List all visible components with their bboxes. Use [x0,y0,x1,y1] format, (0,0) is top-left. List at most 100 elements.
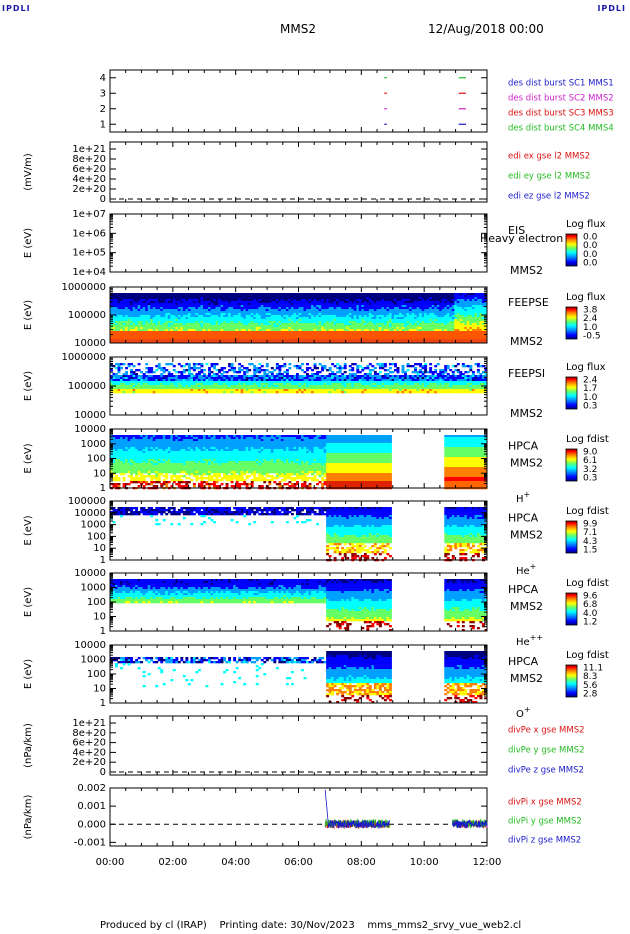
spectrogram-cell [343,311,347,314]
spectrogram-cell [290,383,294,386]
spectrogram-cell [353,383,357,386]
spectrogram-cell [466,295,470,298]
spectrogram-cell [471,333,475,336]
spectrogram-cell [115,389,118,392]
spectrogram-cell [243,305,247,308]
spectrogram-cell [280,391,284,394]
spectrogram-cell [112,325,116,328]
spectrogram-cell [223,297,227,300]
spectrogram-cell [253,325,257,328]
spectrogram-cell [265,317,269,320]
spectrogram-cell [404,341,407,344]
spectrogram-cell [434,337,438,340]
spectrogram-cell [245,303,249,306]
spectrogram-cell [190,387,194,390]
spectrogram-cell [404,339,407,342]
spectrogram-cell [258,299,262,302]
spectrogram-cell [202,313,206,316]
spectrogram-cell [162,327,166,330]
spectrogram-cell [170,311,174,314]
spectrogram-cell [110,323,113,326]
spectrogram-cell [429,295,433,298]
spectrogram-cell [416,313,420,316]
spectrogram-cell [391,299,395,302]
spectrogram-cell [145,377,149,380]
spectrogram-cell [290,321,294,324]
spectrogram-cell [223,315,227,318]
spectrogram-cell [260,377,264,380]
spectrogram-cell [346,293,350,296]
spectrogram-cell [308,381,312,384]
spectrogram-cell [283,319,287,322]
spectrogram-cell [378,331,382,334]
spectrogram-cell [225,371,229,374]
spectrogram-cell [406,323,410,326]
spectrogram-cell [474,325,478,328]
spectrogram-cell [165,311,169,314]
spectrogram-cell [288,301,292,304]
spectrogram-cell [258,385,262,388]
spectrogram-cell [471,299,475,302]
spectrogram-cell [323,333,327,336]
spectrogram-cell [461,315,465,318]
spectrogram-cell [298,315,302,318]
spectrogram-cell [172,321,176,324]
spectrogram-cell [421,335,425,338]
spectrogram-cell [366,313,370,316]
spectrogram-cell [152,383,156,386]
spectrogram-cell [459,321,463,324]
spectrogram-cell [323,375,327,378]
spectrogram-cell [311,303,314,306]
spectrogram-cell [421,315,425,318]
spectrogram-cell [476,317,480,320]
spectrogram-cell [250,383,254,386]
spectrogram-cell [137,293,141,296]
spectrogram-cell [326,391,330,394]
spectrogram-cell [376,341,380,344]
spectrogram-cell [321,331,325,334]
spectrogram-cell [273,327,277,330]
spectrogram-cell [306,293,309,296]
spectrogram-cell [388,331,392,334]
spectrogram-cell [185,301,189,304]
spectrogram-cell [303,377,307,380]
spectrogram-cell [258,383,262,386]
spectrogram-cell [301,325,304,328]
spectrogram-cell [419,297,423,300]
spectrogram-cell [265,307,269,310]
spectrogram-cell [283,333,287,336]
spectrogram-cell [167,309,171,312]
spectrogram-cell [172,369,176,372]
spectrogram-cell [426,339,430,342]
spectrogram-cell [290,307,294,310]
spectrogram-cell [137,333,141,336]
spectrogram-cell [301,337,304,340]
spectrogram-cell [331,297,335,300]
spectrogram-cell [469,307,473,310]
spectrogram-cell [205,381,209,384]
spectrogram-cell [371,327,375,330]
spectrogram-cell [318,313,322,316]
spectrogram-cell [373,299,377,302]
spectrogram-cell [469,297,473,300]
spectrogram-cell [215,297,219,300]
spectrogram-cell [343,385,347,388]
spectrogram-cell [115,373,118,376]
spectrogram-cell [306,313,309,316]
spectrogram-cell [449,327,453,330]
spectrogram-cell [298,341,302,344]
spectrogram-cell [220,379,224,382]
spectrogram-cell [228,383,232,386]
spectrogram-cell [213,299,216,302]
spectrogram-cell [170,339,174,342]
spectrogram-cell [223,309,227,312]
spectrogram-cell [220,377,224,380]
spectrogram-cell [280,389,284,392]
spectrogram-cell [210,337,214,340]
spectrogram-cell [466,327,470,330]
spectrogram-cell [243,311,247,314]
spectrogram-cell [265,337,269,340]
spectrogram-cell [424,303,428,306]
spectrogram-cell [303,313,307,316]
spectrogram-cell [218,293,221,296]
